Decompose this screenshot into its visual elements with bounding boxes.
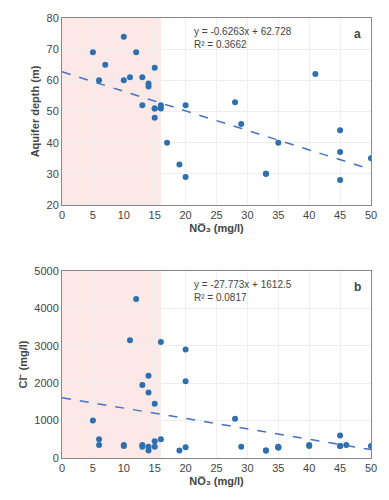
svg-text:50: 50 bbox=[47, 105, 59, 117]
svg-text:4000: 4000 bbox=[34, 302, 58, 314]
svg-text:y = -27.773x + 1612.5R² = 0.08: y = -27.773x + 1612.5R² = 0.0817 bbox=[194, 279, 292, 303]
svg-text:45: 45 bbox=[334, 462, 346, 474]
svg-text:y = -0.6263x + 62.728R² = 0.36: y = -0.6263x + 62.728R² = 0.3662 bbox=[194, 26, 292, 50]
svg-text:NO̅₃ (mg/l): NO̅₃ (mg/l) bbox=[189, 475, 244, 487]
svg-text:40: 40 bbox=[47, 137, 59, 149]
svg-text:30: 30 bbox=[241, 209, 253, 221]
svg-text:20: 20 bbox=[179, 209, 191, 221]
svg-text:NO̅₃ (mg/l): NO̅₃ (mg/l) bbox=[189, 222, 244, 234]
svg-text:Cl⁻ (mg/l): Cl⁻ (mg/l) bbox=[17, 340, 29, 388]
svg-text:50: 50 bbox=[365, 209, 377, 221]
svg-text:Aquifer depth (m): Aquifer depth (m) bbox=[29, 65, 41, 157]
svg-text:b: b bbox=[354, 280, 361, 294]
svg-text:25: 25 bbox=[210, 209, 222, 221]
svg-text:25: 25 bbox=[210, 462, 222, 474]
svg-text:5: 5 bbox=[90, 209, 96, 221]
svg-text:3000: 3000 bbox=[34, 340, 58, 352]
svg-text:15: 15 bbox=[149, 462, 161, 474]
svg-text:0: 0 bbox=[53, 452, 59, 464]
svg-text:30: 30 bbox=[241, 462, 253, 474]
svg-text:0: 0 bbox=[59, 462, 65, 474]
svg-text:20: 20 bbox=[179, 462, 191, 474]
svg-text:5000: 5000 bbox=[34, 265, 58, 277]
svg-text:0: 0 bbox=[59, 209, 65, 221]
svg-text:10: 10 bbox=[118, 462, 130, 474]
svg-text:1000: 1000 bbox=[34, 414, 58, 426]
svg-text:10: 10 bbox=[118, 209, 130, 221]
svg-text:40: 40 bbox=[303, 462, 315, 474]
svg-text:15: 15 bbox=[149, 209, 161, 221]
svg-text:60: 60 bbox=[47, 74, 59, 86]
svg-text:50: 50 bbox=[365, 462, 377, 474]
svg-text:a: a bbox=[354, 27, 361, 41]
svg-text:5: 5 bbox=[90, 462, 96, 474]
svg-text:30: 30 bbox=[47, 168, 59, 180]
svg-text:35: 35 bbox=[272, 462, 284, 474]
svg-text:40: 40 bbox=[303, 209, 315, 221]
svg-text:45: 45 bbox=[334, 209, 346, 221]
svg-text:20: 20 bbox=[47, 199, 59, 211]
svg-text:70: 70 bbox=[47, 43, 59, 55]
svg-text:35: 35 bbox=[272, 209, 284, 221]
svg-text:80: 80 bbox=[47, 12, 59, 24]
svg-text:2000: 2000 bbox=[34, 377, 58, 389]
